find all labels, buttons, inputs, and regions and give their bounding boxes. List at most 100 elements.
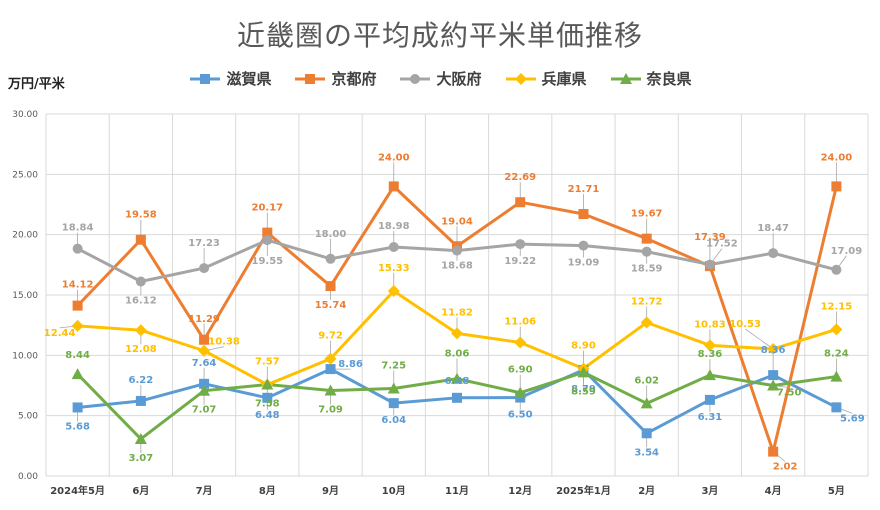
data-point-marker	[325, 364, 336, 375]
data-label: 12.15	[821, 301, 853, 312]
legend-label: 大阪府	[436, 70, 482, 88]
data-label: 6.48	[445, 376, 470, 387]
data-label: 6.22	[129, 375, 154, 386]
data-label: 9.72	[318, 331, 343, 342]
data-label: 17.23	[188, 238, 220, 249]
x-tick-label: 5月	[828, 485, 845, 497]
data-label: 18.47	[757, 223, 789, 234]
data-point-marker	[71, 368, 84, 380]
data-point-marker	[72, 243, 83, 254]
legend-swatch-icon	[505, 72, 536, 85]
data-point-marker	[704, 394, 715, 405]
data-label: 18.84	[62, 223, 94, 234]
data-point-marker	[578, 209, 589, 220]
legend-label: 奈良県	[646, 70, 692, 88]
data-label: 12.44	[44, 328, 76, 339]
data-label: 15.33	[378, 263, 410, 274]
data-label: 6.31	[698, 412, 723, 423]
data-label: 8.06	[445, 349, 470, 360]
y-tick-label: 15.00	[12, 291, 38, 301]
legend-label: 京都府	[331, 70, 377, 88]
x-tick-label: 4月	[765, 485, 782, 497]
legend-swatch-icon	[400, 73, 431, 84]
data-label: 19.04	[441, 216, 473, 227]
x-tick-label: 12月	[508, 485, 532, 497]
data-label: 10.83	[694, 319, 726, 330]
data-label: 20.17	[251, 203, 283, 214]
data-point-marker	[199, 263, 210, 274]
data-label: 5.68	[65, 421, 90, 432]
legend-item: 滋賀県	[188, 68, 271, 89]
data-point-marker	[198, 344, 211, 357]
data-point-marker	[703, 369, 716, 381]
data-label: 6.50	[508, 410, 533, 421]
data-label: 7.57	[255, 357, 280, 368]
data-label: 11.06	[504, 317, 536, 328]
legend-swatch-icon	[190, 73, 221, 84]
data-point-marker	[388, 181, 399, 192]
data-label: 7.07	[192, 405, 217, 416]
y-tick-label: 30.00	[12, 110, 38, 120]
data-point-marker	[388, 398, 399, 409]
data-label: 24.00	[378, 152, 410, 163]
y-axis-unit-label: 万円/平米	[8, 77, 65, 92]
data-point-marker	[324, 352, 337, 365]
legend-swatch-icon	[295, 73, 326, 84]
data-point-marker	[134, 324, 147, 337]
legend-label: 滋賀県	[226, 70, 272, 88]
data-label: 16.12	[125, 295, 157, 306]
data-point-marker	[387, 285, 400, 298]
x-tick-label: 2025年1月	[556, 484, 611, 497]
data-label: 17.09	[831, 246, 863, 257]
data-point-marker	[768, 370, 779, 381]
data-label: 3.07	[129, 453, 154, 464]
data-label: 19.67	[631, 209, 663, 220]
data-label: 18.98	[378, 221, 410, 232]
data-label: 6.02	[634, 375, 659, 386]
data-point-marker	[325, 253, 336, 264]
data-label: 8.36	[698, 349, 723, 360]
x-tick-label: 6月	[132, 485, 149, 497]
data-label: 8.90	[571, 341, 596, 352]
data-point-marker	[577, 366, 590, 378]
y-tick-label: 25.00	[12, 170, 38, 180]
data-label: 6.90	[508, 365, 533, 376]
y-tick-label: 5.00	[18, 412, 38, 422]
data-label: 22.69	[504, 172, 536, 183]
data-point-marker	[515, 239, 526, 250]
data-label: 19.55	[251, 256, 283, 267]
x-tick-label: 9月	[322, 485, 339, 497]
data-point-marker	[387, 382, 400, 394]
data-label: 18.00	[315, 229, 347, 240]
data-label: 5.69	[840, 413, 865, 424]
data-label: 12.08	[125, 344, 157, 355]
data-point-marker	[831, 181, 842, 192]
label-leader-line	[744, 328, 774, 350]
legend-item: 奈良県	[609, 68, 692, 89]
data-label: 21.71	[568, 184, 600, 195]
legend-label: 兵庫県	[541, 70, 587, 88]
y-tick-label: 0.00	[18, 472, 38, 482]
data-point-marker	[641, 233, 652, 244]
data-label: 7.64	[192, 358, 217, 369]
data-point-marker	[578, 240, 589, 251]
data-point-marker	[135, 234, 146, 245]
data-point-marker	[703, 339, 716, 352]
data-label: 7.25	[381, 361, 406, 372]
data-point-marker	[262, 227, 273, 238]
data-point-marker	[767, 342, 780, 355]
data-point-marker	[704, 259, 715, 270]
data-label: 2.02	[773, 462, 798, 473]
data-point-marker	[768, 446, 779, 457]
gridlines	[45, 113, 869, 477]
data-point-marker	[515, 197, 526, 208]
x-tick-label: 8月	[259, 485, 276, 497]
data-label: 17.39	[694, 232, 726, 243]
axes: 0.00 5.00 10.00 15.00 20.00 25.00 30.00 2024年5月…	[12, 110, 845, 497]
data-point-marker	[72, 300, 83, 311]
data-point-marker	[830, 370, 843, 382]
data-label: 19.09	[568, 258, 600, 269]
data-point-marker	[514, 336, 527, 349]
data-point-marker	[641, 428, 652, 439]
